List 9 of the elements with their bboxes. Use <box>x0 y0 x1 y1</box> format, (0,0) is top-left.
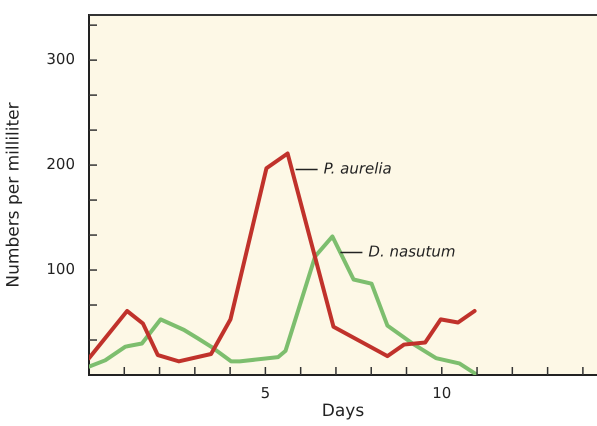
x-axis-title: Days <box>322 401 364 422</box>
x-tick-label: 5 <box>260 384 270 402</box>
y-axis-title: Numbers per milliliter <box>4 102 24 288</box>
series-label: P. aurelia <box>324 159 392 178</box>
x-tick-label: 10 <box>432 384 452 402</box>
y-tick-label: 100 <box>46 260 75 278</box>
series-label: D. nasutum <box>368 242 456 260</box>
y-tick-label: 300 <box>46 50 75 68</box>
y-tick-label: 200 <box>46 154 75 173</box>
